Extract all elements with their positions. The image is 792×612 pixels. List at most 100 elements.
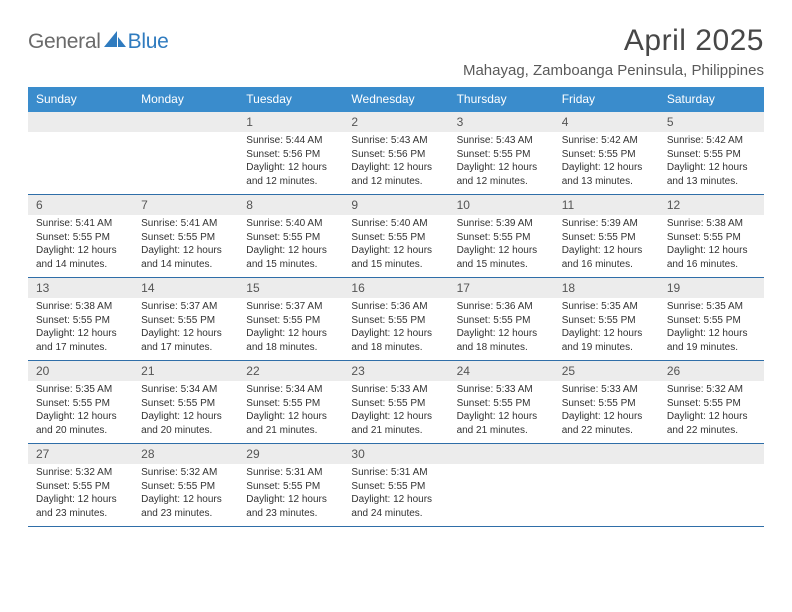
day-cell: 30Sunrise: 5:31 AMSunset: 5:55 PMDayligh… [343,444,448,526]
sunset-text: Sunset: 5:55 PM [141,231,232,245]
sunrise-text: Sunrise: 5:42 AM [667,134,758,148]
day-body: Sunrise: 5:39 AMSunset: 5:55 PMDaylight:… [554,215,659,275]
daynum-band: 2 [343,112,448,132]
day-number: 3 [457,115,546,129]
daylight1-text: Daylight: 12 hours [36,244,127,258]
sunrise-text: Sunrise: 5:31 AM [246,466,337,480]
daylight2-text: and 22 minutes. [562,424,653,438]
day-body: Sunrise: 5:37 AMSunset: 5:55 PMDaylight:… [238,298,343,358]
day-body: Sunrise: 5:40 AMSunset: 5:55 PMDaylight:… [343,215,448,275]
sunset-text: Sunset: 5:55 PM [351,231,442,245]
day-number: 28 [141,447,230,461]
daylight1-text: Daylight: 12 hours [141,493,232,507]
week-row: 27 Sunrise: 5:32 AMSunset: 5:55 PMDayligh… [28,444,764,527]
day-number: 17 [457,281,546,295]
daynum-band: 21 [133,361,238,381]
sunset-text: Sunset: 5:55 PM [141,314,232,328]
sunrise-text: Sunrise: 5:33 AM [351,383,442,397]
sunrise-text: Sunrise: 5:38 AM [667,217,758,231]
sunset-text: Sunset: 5:55 PM [36,397,127,411]
day-body: Sunrise: 5:43 AMSunset: 5:56 PMDaylight:… [343,132,448,192]
brand-general: General [28,30,101,54]
sunrise-text: Sunrise: 5:41 AM [141,217,232,231]
sunset-text: Sunset: 5:55 PM [36,314,127,328]
day-number: 27 [36,447,125,461]
daylight1-text: Daylight: 12 hours [667,161,758,175]
sunset-text: Sunset: 5:55 PM [562,148,653,162]
sunset-text: Sunset: 5:55 PM [562,314,653,328]
daynum-band: 1 [238,112,343,132]
day-body: Sunrise: 5:32 AMSunset: 5:55 PMDaylight:… [133,464,238,524]
daylight2-text: and 13 minutes. [562,175,653,189]
sunrise-text: Sunrise: 5:43 AM [351,134,442,148]
title-block: April 2025 Mahayag, Zamboanga Peninsula,… [463,24,764,79]
day-cell: . [28,112,133,194]
week-row: 13Sunrise: 5:38 AMSunset: 5:55 PMDayligh… [28,278,764,361]
day-body: Sunrise: 5:38 AMSunset: 5:55 PMDaylight:… [659,215,764,275]
weeks-container: ..1Sunrise: 5:44 AMSunset: 5:56 PMDaylig… [28,112,764,527]
daylight1-text: Daylight: 12 hours [457,161,548,175]
day-cell: 21Sunrise: 5:34 AMSunset: 5:55 PMDayligh… [133,361,238,443]
day-cell: 28 Sunrise: 5:32 AMSunset: 5:55 PMDayligh… [133,444,238,526]
daylight2-text: and 20 minutes. [36,424,127,438]
day-body: Sunrise: 5:42 AMSunset: 5:55 PMDaylight:… [659,132,764,192]
day-body: Sunrise: 5:35 AMSunset: 5:55 PMDaylight:… [659,298,764,358]
day-cell: . [554,444,659,526]
daylight1-text: Daylight: 12 hours [457,410,548,424]
sunrise-text: Sunrise: 5:41 AM [36,217,127,231]
daylight1-text: Daylight: 12 hours [351,327,442,341]
daynum-band: 25 [554,361,659,381]
calendar-grid: Sunday Monday Tuesday Wednesday Thursday… [28,87,764,527]
day-cell: 22Sunrise: 5:34 AMSunset: 5:55 PMDayligh… [238,361,343,443]
day-cell: 13Sunrise: 5:38 AMSunset: 5:55 PMDayligh… [28,278,133,360]
day-number: 14 [141,281,230,295]
day-number: 9 [351,198,440,212]
daylight2-text: and 16 minutes. [562,258,653,272]
day-number: 25 [562,364,651,378]
weekday-header: Saturday [659,87,764,112]
day-number: 29 [246,447,335,461]
day-body: Sunrise: 5:40 AMSunset: 5:55 PMDaylight:… [238,215,343,275]
day-body: Sunrise: 5:36 AMSunset: 5:55 PMDaylight:… [343,298,448,358]
daylight2-text: and 18 minutes. [351,341,442,355]
page-header: General Blue April 2025 Mahayag, Zamboan… [28,24,764,79]
daylight2-text: and 12 minutes. [246,175,337,189]
sunset-text: Sunset: 5:55 PM [457,397,548,411]
week-row: ..1Sunrise: 5:44 AMSunset: 5:56 PMDaylig… [28,112,764,195]
sunset-text: Sunset: 5:55 PM [667,148,758,162]
sunset-text: Sunset: 5:55 PM [457,231,548,245]
daylight2-text: and 24 minutes. [351,507,442,521]
day-number: 18 [562,281,651,295]
sunrise-text: Sunrise: 5:36 AM [351,300,442,314]
weekday-header-row: Sunday Monday Tuesday Wednesday Thursday… [28,87,764,112]
daylight2-text: and 21 minutes. [457,424,548,438]
day-number: 4 [562,115,651,129]
sunrise-text: Sunrise: 5:43 AM [457,134,548,148]
sunrise-text: Sunrise: 5:34 AM [246,383,337,397]
daynum-band: 6 [28,195,133,215]
sunrise-text: Sunrise: 5:32 AM [36,466,127,480]
sunset-text: Sunset: 5:55 PM [457,148,548,162]
day-number: 20 [36,364,125,378]
daynum-band: . [659,444,764,464]
daylight1-text: Daylight: 12 hours [562,161,653,175]
day-cell: 18 Sunrise: 5:35 AMSunset: 5:55 PMDayligh… [554,278,659,360]
sunrise-text: Sunrise: 5:44 AM [246,134,337,148]
daylight1-text: Daylight: 12 hours [562,410,653,424]
day-cell: 29Sunrise: 5:31 AMSunset: 5:55 PMDayligh… [238,444,343,526]
day-body: Sunrise: 5:35 AMSunset: 5:55 PMDaylight:… [554,298,659,358]
day-number: 8 [246,198,335,212]
day-cell: 14Sunrise: 5:37 AMSunset: 5:55 PMDayligh… [133,278,238,360]
sunset-text: Sunset: 5:55 PM [457,314,548,328]
day-cell: 12Sunrise: 5:38 AMSunset: 5:55 PMDayligh… [659,195,764,277]
weekday-header: Monday [133,87,238,112]
daylight2-text: and 19 minutes. [667,341,758,355]
daylight2-text: and 17 minutes. [36,341,127,355]
daynum-band: 9 [343,195,448,215]
daynum-band: 4 [554,112,659,132]
calendar-page: General Blue April 2025 Mahayag, Zamboan… [0,0,792,527]
day-body: Sunrise: 5:33 AMSunset: 5:55 PMDaylight:… [449,381,554,441]
brand-blue: Blue [128,30,169,54]
brand-logo: General Blue [28,30,168,54]
daynum-band: 16 [343,278,448,298]
